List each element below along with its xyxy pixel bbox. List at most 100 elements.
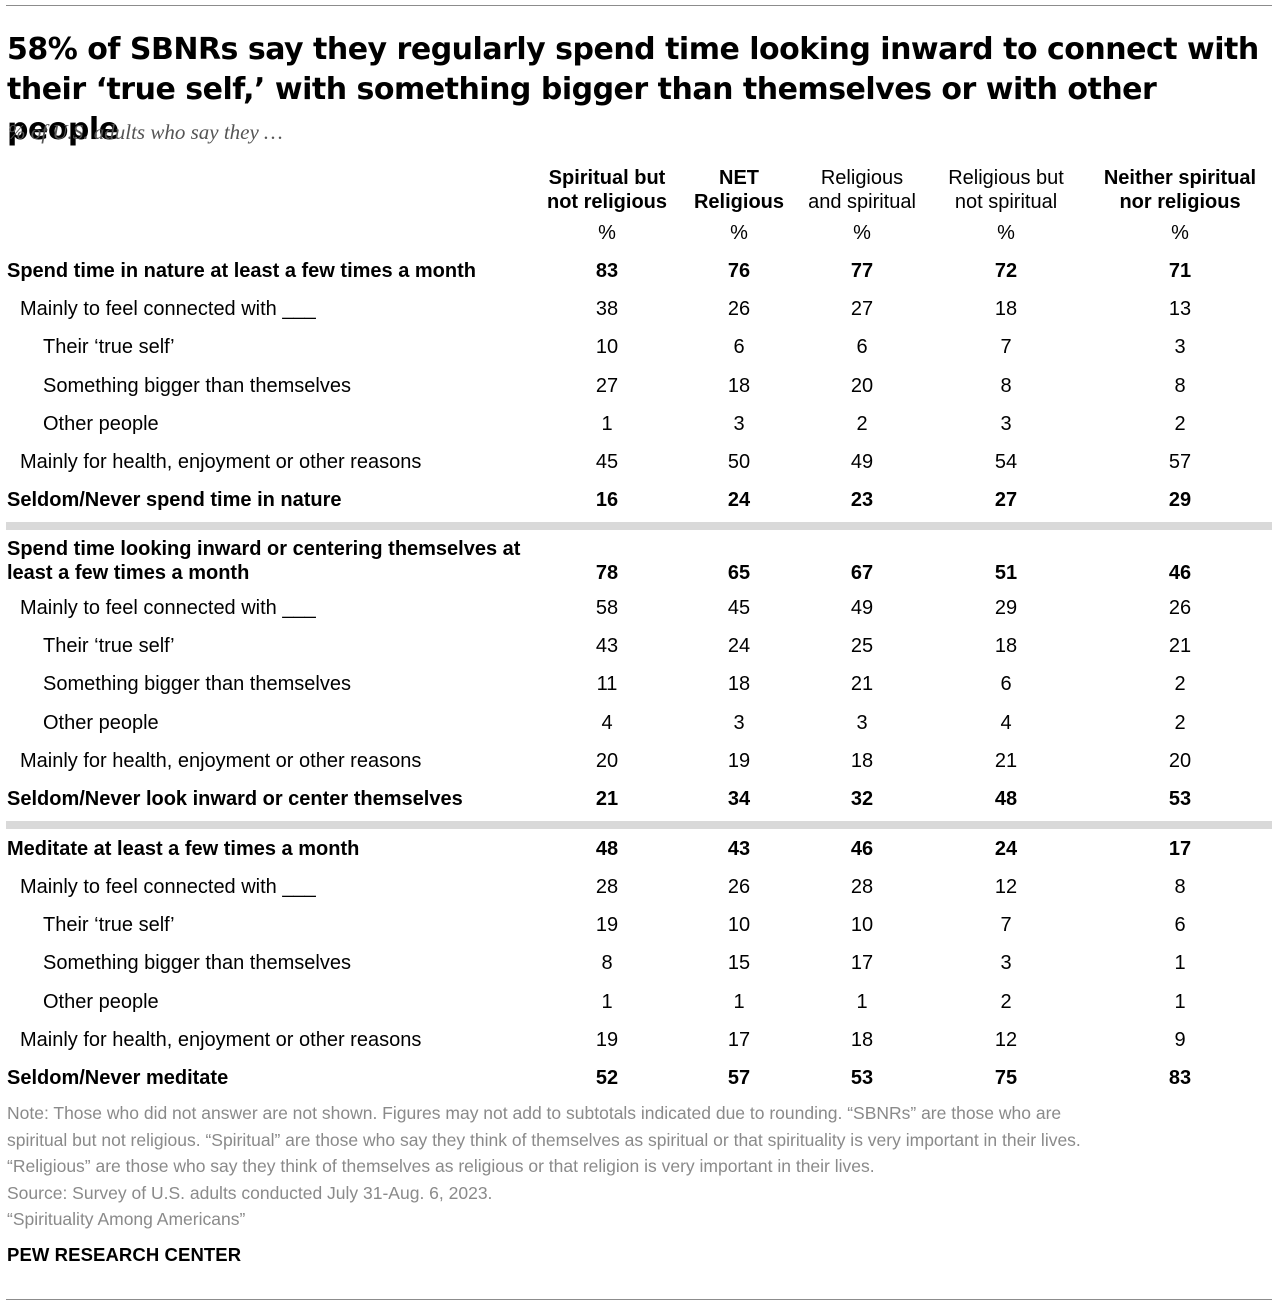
table-row: Their ‘true self’ 43 24 25 18 21	[0, 627, 1272, 665]
value-cell: 7	[1000, 336, 1012, 359]
value-cell: 21	[994, 749, 1018, 772]
value-cell: 2	[1174, 711, 1186, 734]
value-cell: 17	[727, 1028, 751, 1051]
value-cell: 23	[850, 489, 874, 512]
value-cell: 2	[1000, 990, 1012, 1013]
value-cell: 49	[850, 596, 874, 619]
column-header: Neither spiritual nor religious	[1088, 160, 1272, 214]
row-label: Other people	[43, 711, 159, 734]
value-cell: 48	[994, 788, 1018, 811]
table-row: Something bigger than themselves 27 18 20 8 8	[0, 367, 1272, 405]
value-cell: 10	[727, 914, 751, 937]
column-header: Religious but not spiritual	[924, 160, 1088, 214]
value-cell: 45	[595, 451, 619, 474]
table-row: Other people 4 3 3 4 2	[0, 704, 1272, 742]
value-cell: 58	[595, 596, 619, 619]
value-cell: 9	[1174, 1028, 1186, 1051]
value-cell: 1	[601, 412, 613, 435]
table-row: Their ‘true self’ 10 6 6 7 3	[0, 329, 1272, 367]
value-cell: 2	[1174, 412, 1186, 435]
value-cell: 25	[850, 635, 874, 658]
row-label: Mainly to feel connected with ___	[20, 596, 316, 619]
table-row: Something bigger than themselves 8 15 17 3 1	[0, 945, 1272, 983]
value-cell: 18	[850, 749, 874, 772]
row-label: Seldom/Never look inward or center thems…	[7, 788, 463, 811]
row-label: Something bigger than themselves	[43, 374, 351, 397]
row-label: Spend time in nature at least a few time…	[7, 259, 476, 282]
table-row: Mainly for health, enjoyment or other re…	[0, 1021, 1272, 1059]
value-cell: 3	[1000, 412, 1012, 435]
table-row: Mainly to feel connected with ___ 38 26 27 1…	[0, 290, 1272, 328]
value-cell: 46	[850, 837, 874, 860]
value-cell: 6	[1000, 673, 1012, 696]
value-cell: 46	[1168, 562, 1192, 585]
row-label: Mainly for health, enjoyment or other re…	[20, 749, 422, 772]
table-row: Their ‘true self’ 19 10 10 7 6	[0, 906, 1272, 944]
value-cell: 10	[850, 914, 874, 937]
table-row: Something bigger than themselves 11 18 21 6 2	[0, 666, 1272, 704]
value-cell: 24	[994, 837, 1018, 860]
value-cell: 18	[850, 1028, 874, 1051]
value-cell: 20	[595, 749, 619, 772]
value-cell: 27	[850, 297, 874, 320]
value-cell: 34	[727, 788, 751, 811]
value-cell: 43	[727, 837, 751, 860]
value-cell: 53	[850, 1067, 874, 1090]
value-cell: 26	[727, 875, 751, 898]
value-cell: 18	[727, 374, 751, 397]
value-cell: 43	[595, 635, 619, 658]
value-cell: 49	[850, 451, 874, 474]
value-cell: 67	[850, 562, 874, 585]
unit-label: %	[730, 221, 748, 244]
source-line: Source: Survey of U.S. adults conducted …	[7, 1182, 493, 1203]
column-header-line: Spiritual but	[548, 167, 666, 189]
value-cell: 16	[595, 489, 619, 512]
value-cell: 3	[733, 711, 745, 734]
bottom-rule	[6, 1299, 1272, 1300]
value-cell: 7	[1000, 914, 1012, 937]
value-cell: 1	[601, 990, 613, 1013]
value-cell: 12	[994, 1028, 1018, 1051]
value-cell: 29	[1168, 489, 1192, 512]
value-cell: 50	[727, 451, 751, 474]
value-cell: 54	[994, 451, 1018, 474]
value-cell: 1	[856, 990, 868, 1013]
value-cell: 20	[850, 374, 874, 397]
value-cell: 4	[1000, 711, 1012, 734]
note-line: spiritual but not religious. “Spiritual”…	[7, 1129, 1081, 1150]
value-cell: 17	[850, 952, 874, 975]
row-label: Mainly to feel connected with ___	[20, 297, 316, 320]
value-cell: 18	[727, 673, 751, 696]
table-row: Other people 1 1 1 2 1	[0, 983, 1272, 1021]
row-label: Spend time looking inward or centering t…	[7, 538, 521, 585]
value-cell: 18	[994, 297, 1018, 320]
value-cell: 52	[595, 1067, 619, 1090]
chart-title: 58% of SBNRs say they regularly spend ti…	[7, 32, 1259, 147]
value-cell: 1	[1174, 952, 1186, 975]
value-cell: 8	[601, 952, 613, 975]
value-cell: 77	[850, 259, 874, 282]
section-divider	[0, 520, 1272, 531]
column-header-line: nor religious	[1119, 191, 1241, 213]
value-cell: 6	[733, 336, 745, 359]
value-cell: 51	[994, 562, 1018, 585]
value-cell: 83	[595, 259, 619, 282]
table-row-seldom: Seldom/Never look inward or center thems…	[0, 781, 1272, 819]
value-cell: 6	[1174, 914, 1186, 937]
value-cell: 27	[595, 374, 619, 397]
value-cell: 1	[1174, 990, 1186, 1013]
row-label: Their ‘true self’	[43, 914, 175, 937]
value-cell: 19	[595, 914, 619, 937]
value-cell: 21	[595, 788, 619, 811]
note-line: “Religious” are those who say they think…	[7, 1156, 875, 1176]
value-cell: 8	[1174, 875, 1186, 898]
table-row-main: Spend time looking inward or centering t…	[0, 531, 1272, 589]
row-label: Meditate at least a few times a month	[7, 837, 360, 860]
row-label: Mainly to feel connected with ___	[20, 875, 316, 898]
value-cell: 38	[595, 297, 619, 320]
column-header-line: not religious	[547, 191, 667, 213]
table-row-main: Spend time in nature at least a few time…	[0, 252, 1272, 290]
value-cell: 78	[595, 562, 619, 585]
top-rule	[6, 5, 1272, 6]
value-cell: 83	[1168, 1067, 1192, 1090]
